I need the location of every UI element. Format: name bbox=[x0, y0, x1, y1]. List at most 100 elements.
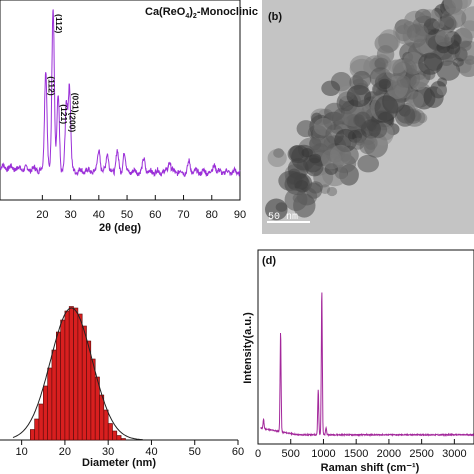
tem-nanoparticle bbox=[450, 34, 462, 46]
gaussian-fit-curve bbox=[12, 307, 143, 441]
raman-spectrum-line bbox=[260, 292, 474, 438]
raman-tick-label: 2500 bbox=[409, 448, 433, 460]
histogram-bar bbox=[112, 430, 118, 441]
tem-nanoparticle bbox=[346, 84, 372, 108]
histogram-bar bbox=[77, 313, 83, 441]
histogram-x-ticks: 10 20 30 40 50 60 bbox=[16, 440, 244, 458]
raman-tick-label: 1000 bbox=[311, 448, 335, 460]
xrd-peak-label: (112) bbox=[54, 14, 64, 34]
raman-tick-label: 1500 bbox=[344, 448, 368, 460]
tem-nanoparticle bbox=[309, 136, 322, 151]
xrd-peak-label: (112) bbox=[47, 76, 57, 96]
histogram-bar bbox=[64, 310, 70, 441]
xrd-pattern-line bbox=[0, 9, 241, 178]
tem-nanoparticle bbox=[418, 52, 443, 75]
xrd-tick-label: 20 bbox=[36, 209, 48, 221]
tem-nanoparticle bbox=[396, 75, 410, 88]
histogram-bar bbox=[47, 367, 53, 441]
histogram-bar bbox=[99, 394, 105, 441]
histogram-bar bbox=[42, 385, 48, 441]
tem-nanoparticle bbox=[374, 95, 399, 122]
tem-nanoparticle bbox=[321, 80, 341, 97]
histogram-bar bbox=[51, 349, 57, 441]
histogram-tick-label: 50 bbox=[189, 446, 201, 458]
tem-nanoparticle bbox=[364, 135, 378, 150]
histogram-bar bbox=[86, 340, 92, 441]
raman-panel-label: (d) bbox=[262, 255, 276, 267]
tem-nanoparticle bbox=[301, 148, 313, 158]
tem-nanoparticle-cluster bbox=[265, 0, 474, 221]
raman-x-axis-label: Raman shift (cm⁻¹) bbox=[321, 462, 420, 474]
histogram-bar bbox=[81, 325, 87, 441]
tem-nanoparticle bbox=[267, 149, 287, 167]
histogram-tick-label: 60 bbox=[232, 446, 244, 458]
raman-plot-frame bbox=[257, 249, 474, 445]
xrd-tick-label: 50 bbox=[121, 209, 133, 221]
tem-nanoparticle bbox=[415, 8, 432, 24]
histogram-bar bbox=[29, 429, 35, 441]
raman-x-ticks: 0 500 1000 1500 2000 2500 3000 bbox=[255, 439, 467, 460]
raman-tick-label: 2000 bbox=[377, 448, 401, 460]
tem-nanoparticle bbox=[464, 55, 474, 65]
xrd-title: Ca(ReO4)2-Monoclinic bbox=[145, 6, 258, 20]
tem-nanoparticle bbox=[459, 40, 472, 52]
tem-nanoparticle bbox=[460, 20, 474, 39]
tem-nanoparticle bbox=[352, 70, 372, 89]
histogram-x-axis-label: Diameter (nm) bbox=[82, 457, 156, 469]
xrd-tick-label: 40 bbox=[93, 209, 105, 221]
tem-scale-label: 50 nm bbox=[268, 212, 298, 223]
tem-nanoparticle bbox=[385, 60, 407, 81]
tem-nanoparticle bbox=[406, 23, 429, 43]
tem-nanoparticle bbox=[309, 153, 322, 164]
xrd-tick-label: 80 bbox=[206, 209, 218, 221]
tem-nanoparticle bbox=[354, 111, 371, 128]
tem-nanoparticle bbox=[351, 137, 365, 150]
raman-panel: (d) 0 500 1000 1500 2000 2500 3000 Raman shift… bbox=[242, 249, 474, 474]
histogram-tick-label: 20 bbox=[59, 446, 71, 458]
tem-panel: (b) 50 nm bbox=[262, 0, 474, 234]
xrd-plot-frame bbox=[0, 0, 241, 201]
histogram-bar bbox=[103, 409, 109, 441]
histogram-tick-label: 40 bbox=[145, 446, 157, 458]
tem-nanoparticle bbox=[306, 182, 322, 199]
raman-y-axis-label: Intensity(a.u.) bbox=[242, 312, 254, 384]
histogram-bar bbox=[38, 403, 44, 441]
tem-nanoparticle bbox=[284, 188, 308, 212]
histogram-bar bbox=[90, 358, 96, 441]
xrd-panel: Ca(ReO4)2-Monoclinic (112)(112)(121)(200… bbox=[0, 0, 258, 234]
raman-tick-label: 3000 bbox=[442, 448, 466, 460]
tem-nanoparticle bbox=[433, 20, 445, 30]
tem-nanoparticle bbox=[326, 186, 338, 197]
histogram-bar bbox=[55, 331, 61, 441]
xrd-tick-label: 90 bbox=[234, 209, 246, 221]
xrd-x-axis-label: 2θ (deg) bbox=[99, 222, 141, 234]
tem-nanoparticle bbox=[406, 91, 424, 109]
xrd-peak-label: (121) bbox=[59, 104, 69, 124]
tem-nanoparticle bbox=[435, 30, 455, 47]
raman-tick-label: 500 bbox=[282, 448, 300, 460]
size-histogram-panel: 10 20 30 40 50 60 Diameter (nm) bbox=[0, 306, 244, 469]
histogram-bars bbox=[29, 306, 126, 441]
histogram-bar bbox=[120, 438, 126, 441]
tem-nanoparticle bbox=[275, 202, 288, 212]
tem-panel-label: (b) bbox=[268, 11, 282, 23]
xrd-tick-label: 70 bbox=[177, 209, 189, 221]
xrd-tick-label: 60 bbox=[149, 209, 161, 221]
tem-nanoparticle bbox=[357, 154, 380, 173]
tem-nanoparticle bbox=[376, 45, 395, 64]
tem-nanoparticle bbox=[443, 0, 468, 16]
histogram-bar bbox=[107, 423, 113, 441]
tem-nanoparticle bbox=[330, 144, 352, 166]
xrd-x-ticks: 20 30 40 50 60 70 80 90 bbox=[36, 195, 246, 221]
xrd-marks: (112)(112)(121)(200)(031) bbox=[0, 9, 241, 178]
tem-nanoparticle bbox=[394, 104, 416, 127]
tem-nanoparticle bbox=[452, 57, 464, 67]
raman-tick-label: 0 bbox=[255, 448, 261, 460]
histogram-bar bbox=[68, 306, 74, 441]
xrd-peak-label: (031) bbox=[71, 93, 81, 113]
histogram-tick-label: 10 bbox=[16, 446, 28, 458]
tem-nanoparticle bbox=[436, 85, 447, 96]
histogram-bar bbox=[34, 418, 40, 441]
xrd-peak-label: (200) bbox=[67, 112, 77, 132]
